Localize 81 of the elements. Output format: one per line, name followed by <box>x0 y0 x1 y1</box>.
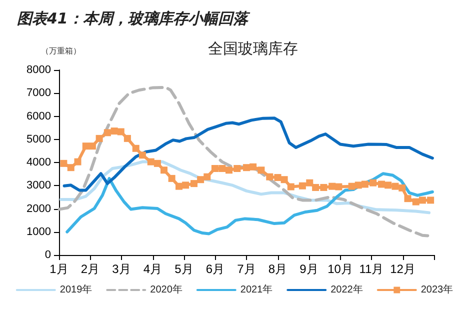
point <box>104 129 111 136</box>
x-tick-label: 7月 <box>237 262 256 276</box>
point <box>250 163 257 170</box>
point <box>243 164 250 172</box>
legend-label: 2020年 <box>150 284 182 296</box>
point <box>82 142 90 150</box>
point <box>197 176 204 184</box>
y-tick-label: 5000 <box>26 133 51 146</box>
y-axis-title: （万重箱） <box>41 46 81 56</box>
point <box>274 174 282 182</box>
x-tick-label: 5月 <box>174 262 194 276</box>
point <box>348 182 356 190</box>
point <box>96 134 103 142</box>
chart-subtitle: 全国玻璃库存 <box>208 40 298 58</box>
point <box>266 173 274 180</box>
legend-label: 2023年 <box>420 284 454 296</box>
point <box>67 164 74 172</box>
x-tick-label: 2月 <box>80 262 100 276</box>
x-tick-label: 3月 <box>112 262 131 276</box>
point <box>74 158 82 166</box>
point <box>204 173 211 180</box>
y-tick-label: 2000 <box>26 202 51 215</box>
point <box>234 165 241 172</box>
point <box>404 195 412 202</box>
point <box>280 176 288 184</box>
y-tick-label: 8000 <box>26 64 51 76</box>
x-tick-label: 9月 <box>300 262 318 276</box>
legend-label: 2022年 <box>330 284 363 296</box>
point <box>132 144 140 152</box>
point <box>168 174 176 182</box>
legend-label: 2019年 <box>60 284 92 296</box>
chart-title: 图表41：本周，玻璃库存小幅回落 <box>17 10 251 28</box>
point <box>328 182 336 190</box>
line-series <box>66 172 434 236</box>
point <box>427 196 434 204</box>
point <box>287 183 294 190</box>
point <box>398 184 406 192</box>
point <box>298 182 306 190</box>
point <box>160 166 168 174</box>
y-tick-label: 1000 <box>26 226 51 238</box>
point <box>384 182 392 189</box>
point <box>147 158 154 166</box>
x-tick-label: 6月 <box>206 262 225 276</box>
y-tick-label: 0 <box>44 249 51 261</box>
point <box>110 128 118 135</box>
point <box>226 166 232 174</box>
point <box>176 182 182 190</box>
legend-label: 2021年 <box>240 284 273 296</box>
x-tick-label: 10月 <box>328 262 353 276</box>
point <box>306 179 314 186</box>
point <box>354 182 362 189</box>
point <box>154 160 161 167</box>
x-tick-label: 11月 <box>359 262 384 276</box>
point <box>361 180 368 188</box>
point <box>392 182 399 190</box>
point <box>412 198 420 206</box>
point <box>320 184 328 191</box>
point <box>370 179 377 186</box>
point <box>182 182 190 189</box>
x-tick-label: 1月 <box>50 262 68 276</box>
y-tick-label: 7000 <box>26 87 51 100</box>
point <box>258 166 265 174</box>
point <box>117 128 124 136</box>
line-series <box>62 116 434 192</box>
point <box>190 180 198 188</box>
y-tick-label: 3000 <box>26 180 51 192</box>
point <box>418 196 426 204</box>
x-tick-label: 8月 <box>268 262 288 276</box>
y-tick-label: 4000 <box>26 156 51 168</box>
point <box>218 165 226 172</box>
point <box>138 152 146 159</box>
point <box>335 183 342 190</box>
point <box>88 142 96 150</box>
x-tick-label: 4月 <box>143 262 162 276</box>
y-tick-label: 6000 <box>26 110 51 122</box>
x-tick-label: 12月 <box>390 262 416 276</box>
point <box>378 180 385 188</box>
point <box>60 160 68 167</box>
point <box>211 165 218 172</box>
point <box>124 134 131 142</box>
point <box>312 184 320 191</box>
